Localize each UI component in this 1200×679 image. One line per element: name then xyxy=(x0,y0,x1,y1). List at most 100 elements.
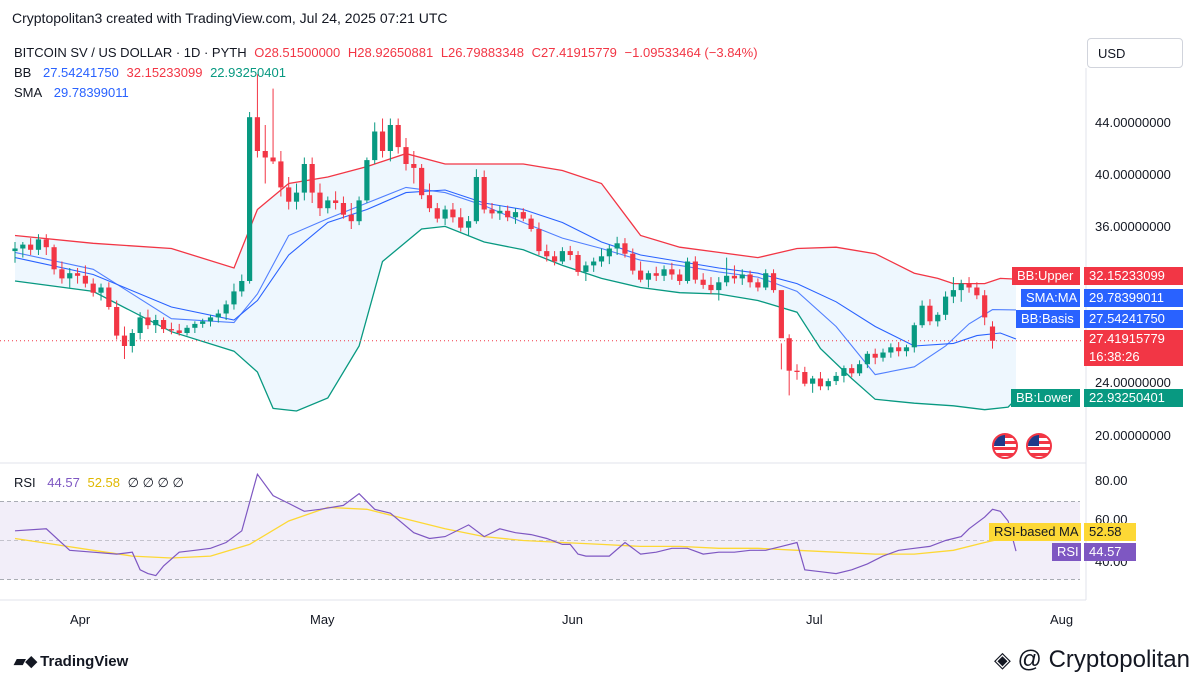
candle-body xyxy=(520,212,526,219)
candle-body xyxy=(716,282,722,291)
tradingview-logo[interactable]: ▰◆ TradingView xyxy=(14,652,128,670)
candle-body xyxy=(763,273,769,288)
open-value: O28.51500000 xyxy=(254,45,341,60)
price-badge-value: 27.41915779 xyxy=(1084,330,1183,348)
bb-label: BB xyxy=(14,65,32,80)
symbol-name[interactable]: BITCOIN SV / US DOLLAR · 1D · PYTH xyxy=(14,45,247,60)
candle-body xyxy=(935,314,941,322)
price-timer: 16:38:26 xyxy=(1084,348,1183,366)
price-tick: 40.00000000 xyxy=(1095,167,1171,182)
candle-body xyxy=(35,239,42,250)
candle-body xyxy=(911,325,917,348)
candle-body xyxy=(669,269,675,275)
flag-icon[interactable] xyxy=(1026,433,1052,459)
candle-body xyxy=(903,347,910,352)
bb-upper-badge-label: BB:Upper xyxy=(1012,267,1080,285)
price-tick: 24.00000000 xyxy=(1095,375,1171,390)
candle-body xyxy=(927,305,933,322)
candle-body xyxy=(411,164,417,168)
flag-icon[interactable] xyxy=(992,433,1018,459)
rsi-ma-badge-value: 52.58 xyxy=(1084,523,1136,541)
candle-body xyxy=(653,273,659,276)
candle-body xyxy=(770,273,777,291)
sma-badge-label: SMA:MA xyxy=(1021,289,1080,307)
rsi-ma-badge-label: RSI-based MA xyxy=(989,523,1081,541)
candle-body xyxy=(974,287,980,296)
candle-body xyxy=(708,284,714,291)
candle-body xyxy=(74,273,81,276)
currency-button[interactable]: USD xyxy=(1087,38,1183,68)
price-tick: 20.00000000 xyxy=(1095,428,1171,443)
candle-body xyxy=(731,275,738,279)
candle-body xyxy=(160,320,167,330)
flag-canton xyxy=(1028,435,1039,446)
rsi-line xyxy=(14,472,1017,577)
candle-body xyxy=(403,147,409,164)
candle-body xyxy=(645,273,652,280)
candle-body xyxy=(254,117,261,151)
time-tick: Aug xyxy=(1050,612,1074,627)
candle-body xyxy=(145,317,151,326)
candle-body xyxy=(817,378,824,387)
candle-body xyxy=(90,283,96,293)
candle-body xyxy=(966,283,972,288)
candle-body xyxy=(301,164,307,193)
candle-body xyxy=(849,368,855,374)
rsi-extra: ∅ ∅ ∅ ∅ xyxy=(127,475,184,490)
rsi-tick: 80.00 xyxy=(1095,473,1128,488)
candle-body xyxy=(598,256,605,262)
candle-body xyxy=(20,244,26,249)
candle-body xyxy=(333,200,339,203)
candle-body xyxy=(692,261,698,280)
candle-body xyxy=(348,214,354,222)
bb-lower-badge-value: 22.93250401 xyxy=(1084,389,1183,407)
bb-legend[interactable]: BB 27.54241750 32.15233099 22.93250401 xyxy=(14,65,290,80)
rsi-badge-value: 44.57 xyxy=(1084,543,1136,561)
candle-body xyxy=(575,255,581,272)
candle-body xyxy=(684,261,691,281)
candle-body xyxy=(270,157,276,162)
footer: ▰◆ TradingView ◈ @ Cryptopolitan xyxy=(0,642,1200,679)
candle-body xyxy=(309,164,315,193)
candle-body xyxy=(982,295,988,318)
candle-body xyxy=(215,313,221,318)
candle-body xyxy=(559,251,565,262)
candle-body xyxy=(864,353,870,365)
rsi-ma-line xyxy=(14,506,1017,559)
candle-body xyxy=(794,370,800,372)
candle-body xyxy=(919,305,925,326)
candle-body xyxy=(825,381,831,387)
candle-body xyxy=(505,210,511,218)
candle-body xyxy=(293,192,300,202)
sma-legend[interactable]: SMA 29.78399011 xyxy=(14,85,133,100)
rsi-legend[interactable]: RSI 44.57 52.58 ∅ ∅ ∅ ∅ xyxy=(14,475,188,491)
candle-body xyxy=(872,353,878,358)
candle-body xyxy=(286,187,292,202)
candle-body xyxy=(114,307,120,336)
candle-body xyxy=(207,317,214,322)
candle-body xyxy=(747,274,753,283)
bb-lower-line xyxy=(14,225,1017,412)
candle-body xyxy=(778,290,784,339)
candle-body xyxy=(356,200,362,222)
candle-body xyxy=(458,217,464,228)
rsi-value: 44.57 xyxy=(47,475,80,490)
candle-body xyxy=(153,320,159,326)
candle-body xyxy=(880,352,886,358)
candle-body xyxy=(262,151,268,158)
candle-body xyxy=(497,210,503,214)
candle-body xyxy=(12,248,18,252)
sma-value: 29.78399011 xyxy=(53,85,129,100)
bb-lower-badge-label: BB:Lower xyxy=(1011,389,1080,407)
candle-body xyxy=(739,274,745,279)
candle-body xyxy=(98,287,104,293)
candle-body xyxy=(950,290,956,297)
candle-body xyxy=(317,192,323,209)
bb-basis-value: 27.54241750 xyxy=(42,65,119,80)
candle-body xyxy=(192,323,198,328)
time-tick: Jun xyxy=(562,612,583,627)
price-tick: 44.00000000 xyxy=(1095,115,1171,130)
symbol-header: BITCOIN SV / US DOLLAR · 1D · PYTH O28.5… xyxy=(14,45,762,60)
candle-body xyxy=(810,378,816,384)
